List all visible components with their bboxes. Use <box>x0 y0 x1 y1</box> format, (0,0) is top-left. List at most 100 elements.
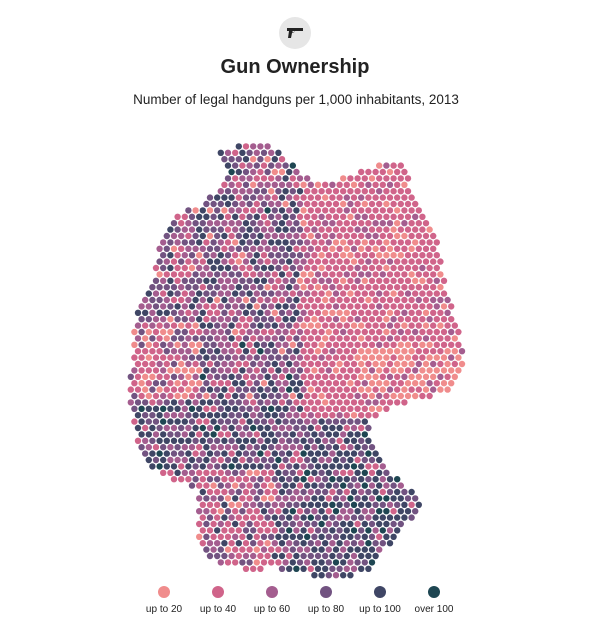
map-dot <box>131 405 138 412</box>
map-dot <box>433 316 440 323</box>
map-dot <box>426 239 433 246</box>
map-dot <box>343 284 350 291</box>
map-dot <box>289 303 296 310</box>
map-dot <box>343 258 350 265</box>
map-dot <box>217 277 224 284</box>
map-dot <box>271 156 278 163</box>
map-dot <box>282 380 289 387</box>
map-dot <box>426 264 433 272</box>
map-dot <box>347 392 354 400</box>
map-dot <box>253 188 260 195</box>
map-dot <box>404 277 412 284</box>
map-dot <box>347 572 354 579</box>
map-dot <box>206 271 214 278</box>
map-dot <box>307 399 314 406</box>
map-dot <box>199 296 206 304</box>
map-dot <box>232 277 239 284</box>
map-dot <box>260 444 268 451</box>
map-dot <box>206 258 214 265</box>
map-dot <box>203 431 210 438</box>
map-dot <box>271 476 278 483</box>
map-dot <box>397 341 404 348</box>
map-dot <box>235 194 242 201</box>
map-dot <box>340 367 347 374</box>
map-dot <box>390 213 397 220</box>
map-dot <box>325 508 332 515</box>
map-dot <box>296 213 304 220</box>
map-dot <box>286 335 293 342</box>
map-dot <box>174 444 181 451</box>
map-dot <box>235 476 242 483</box>
map-dot <box>300 373 307 380</box>
map-dot <box>196 508 203 515</box>
map-dot <box>415 220 422 227</box>
map-dot <box>228 194 235 201</box>
map-dot <box>271 373 278 380</box>
map-dot <box>350 540 358 547</box>
map-dot <box>242 373 250 380</box>
map-dot <box>217 226 224 233</box>
map-dot <box>228 552 235 560</box>
map-dot <box>246 495 253 502</box>
map-dot <box>271 463 278 470</box>
map-dot <box>365 501 372 508</box>
map-dot <box>311 277 318 284</box>
map-dot <box>199 284 206 291</box>
map-dot <box>232 508 239 515</box>
map-dot <box>422 220 430 227</box>
map-dot <box>386 386 394 393</box>
map-dot <box>386 168 394 176</box>
map-dot <box>311 456 318 464</box>
map-dot <box>282 405 289 412</box>
map-dot <box>196 328 203 336</box>
map-dot <box>408 271 415 278</box>
map-dot <box>296 277 304 284</box>
map-dot <box>293 207 300 214</box>
map-dot <box>451 360 458 368</box>
map-dot <box>257 565 264 572</box>
map-dot <box>289 162 296 169</box>
map-dot <box>296 418 304 425</box>
map-dot <box>336 207 343 214</box>
map-dot <box>268 392 275 400</box>
map-dot <box>185 258 192 265</box>
map-dot <box>419 252 426 259</box>
map-dot <box>300 527 307 534</box>
map-dot <box>268 341 275 348</box>
map-dot <box>278 348 286 355</box>
map-dot <box>134 386 142 393</box>
map-dot <box>260 456 268 464</box>
map-dot <box>350 181 358 188</box>
map-dot <box>250 386 257 393</box>
map-dot <box>426 392 433 400</box>
map-dot <box>174 328 181 336</box>
map-dot <box>368 533 376 540</box>
map-dot <box>401 501 408 508</box>
map-dot <box>358 527 365 534</box>
map-dot <box>365 284 372 291</box>
map-dot <box>221 258 228 265</box>
map-dot <box>376 316 383 323</box>
map-dot <box>214 399 221 406</box>
map-dot <box>250 284 257 291</box>
map-dot <box>206 284 214 291</box>
map-dot <box>365 527 372 534</box>
map-dot <box>253 328 260 336</box>
map-dot <box>307 540 314 547</box>
map-dot <box>296 431 304 438</box>
map-dot <box>224 149 232 156</box>
map-dot <box>246 405 253 412</box>
map-dot <box>347 328 354 336</box>
map-dot <box>336 514 343 521</box>
map-dot <box>419 277 426 284</box>
map-dot <box>246 482 253 489</box>
map-dot <box>419 354 426 361</box>
map-dot <box>257 309 264 316</box>
map-dot <box>358 476 365 483</box>
map-dot <box>354 533 361 540</box>
map-dot <box>224 188 232 195</box>
map-dot <box>437 386 444 393</box>
map-dot <box>192 412 199 419</box>
map-dot <box>260 328 268 336</box>
map-dot <box>268 200 275 208</box>
